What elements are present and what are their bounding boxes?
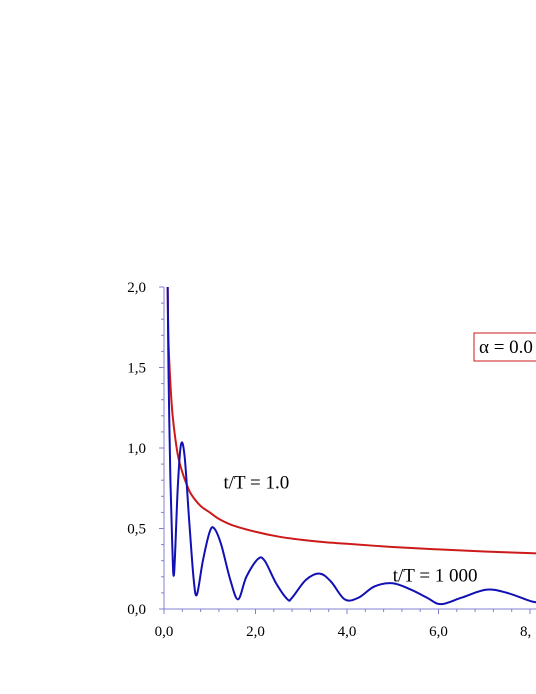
- legend-box: [473, 332, 536, 362]
- series-line-2: [166, 287, 536, 606]
- series-layer: [166, 287, 536, 606]
- legend-text: α = 0.0: [479, 337, 533, 358]
- x-tick-label: 2,0: [246, 624, 265, 640]
- series-annotation-1: t/T = 1.0: [223, 472, 289, 493]
- x-tick-label: 4,0: [338, 624, 357, 640]
- x-tick-label: 6,0: [429, 624, 448, 640]
- y-tick-label: 0,0: [127, 602, 146, 618]
- series-line-1: [166, 287, 536, 555]
- x-tick-label: 8,: [520, 624, 531, 640]
- y-tick-label: 2,0: [127, 280, 146, 296]
- y-tick-label: 0,5: [127, 522, 146, 538]
- y-tick-label: 1,0: [127, 441, 146, 457]
- x-tick-label: 0,0: [155, 624, 174, 640]
- labels-layer: 0,0 0,5 1,0 1,5 2,0 0,0 2,0 4,0 6,0 8, t/T = 1.0 t/…: [127, 280, 536, 640]
- y-tick-label: 1,5: [127, 361, 146, 377]
- series-annotation-2: t/T = 1 000: [393, 566, 478, 587]
- axes: [159, 286, 536, 614]
